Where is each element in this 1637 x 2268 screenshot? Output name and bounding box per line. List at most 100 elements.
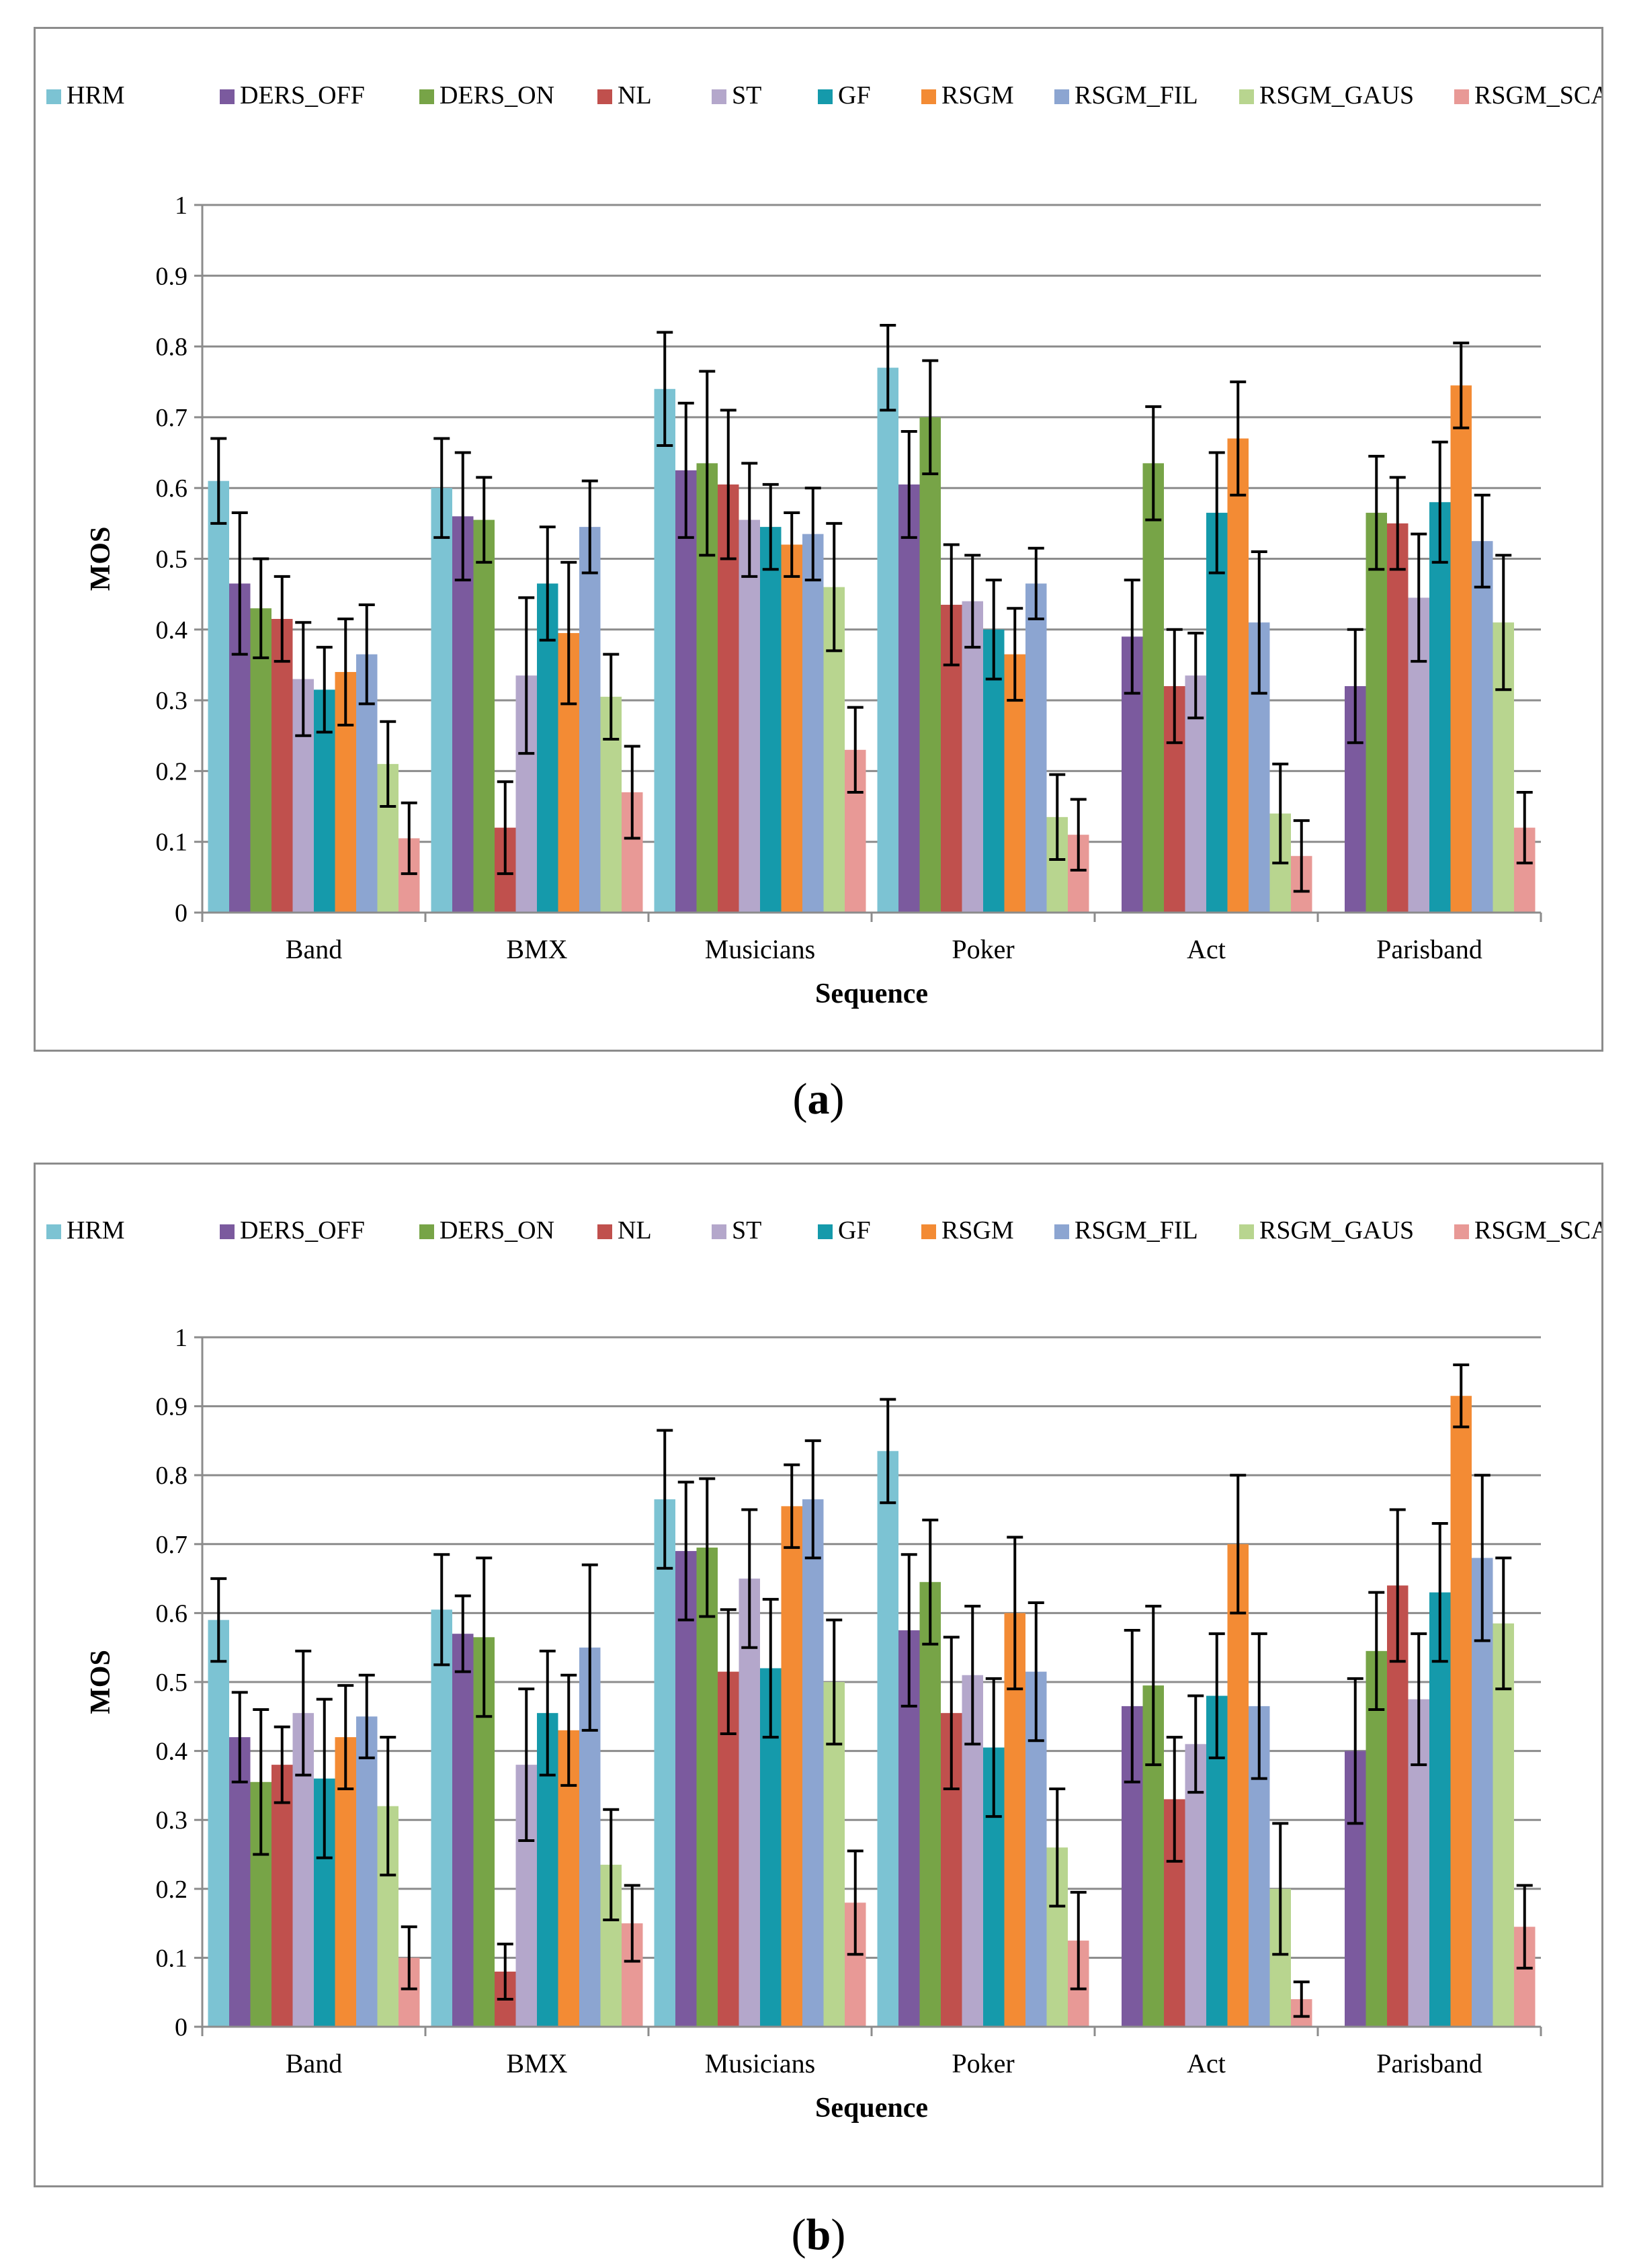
bar-ders-off-band	[229, 1737, 251, 2027]
error-bar-hrm-band	[210, 1577, 227, 1663]
error-bar-rsgm-musicians	[784, 511, 800, 578]
chart-svg-a: HRM DERS_OFF DERS_ON NL ST GF RSGM RSGM_FIL RSGM…	[46, 81, 1601, 1009]
bar-hrm-musicians	[654, 1499, 675, 2027]
y-tick-label: 0.9	[156, 262, 188, 290]
bar-rsgm-fil-musicians	[802, 1499, 824, 2027]
error-bar-rsgm-scan-act	[1293, 819, 1310, 893]
legend-label-rsgm-fil: RSGM_FIL	[1075, 81, 1198, 110]
bar-rsgm-fil-parisband	[1472, 541, 1493, 913]
x-tick-label-poker: Poker	[952, 934, 1014, 964]
y-tick-label: 0.5	[156, 546, 188, 574]
bar-gf-act	[1206, 513, 1228, 913]
error-bar-rsgm-fil-parisband	[1474, 1474, 1491, 1642]
error-bar-ders-off-parisband	[1347, 1677, 1363, 1825]
error-bar-rsgm-act	[1230, 1474, 1247, 1615]
error-bar-gf-band	[316, 646, 333, 734]
error-bar-rsgm-scan-bmx	[624, 745, 640, 840]
legend-swatch-rsgm-fil	[1054, 89, 1069, 104]
legend-label-nl: NL	[618, 1216, 652, 1245]
error-bar-ders-on-parisband	[1368, 454, 1385, 571]
error-bar-ders-on-band	[253, 1708, 269, 1856]
legend-swatch-rsgm-scan	[1454, 1224, 1469, 1239]
x-tick-label-bmx: BMX	[506, 934, 567, 964]
bar-gf-musicians	[760, 527, 782, 913]
error-bar-nl-act	[1166, 628, 1183, 745]
y-tick-label: 0.6	[156, 1599, 188, 1628]
legend-label-rsgm-gaus: RSGM_GAUS	[1259, 1216, 1414, 1245]
error-bar-st-act	[1187, 1694, 1204, 1794]
legend-label-rsgm-scan: RSGM_SCAN	[1474, 81, 1601, 110]
legend-label-ders-on: DERS_ON	[439, 1216, 554, 1245]
error-bar-rsgm-gaus-bmx	[603, 1808, 620, 1921]
error-bar-nl-bmx	[497, 1942, 513, 2001]
error-bar-st-band	[295, 1649, 312, 1777]
legend-label-gf: GF	[838, 1216, 871, 1245]
legend-swatch-gf	[818, 1224, 833, 1239]
error-bar-gf-musicians	[762, 482, 779, 571]
legend-swatch-nl	[597, 89, 612, 104]
y-tick-label: 0.2	[156, 757, 188, 786]
bar-rsgm-parisband	[1450, 1396, 1472, 2027]
legend-swatch-hrm	[46, 1224, 61, 1239]
y-tick-label: 1	[175, 192, 187, 220]
error-bar-hrm-musicians	[657, 331, 673, 448]
y-axis-title: MOS	[85, 1650, 116, 1714]
bar-rsgm-parisband	[1450, 385, 1472, 913]
error-bar-rsgm-band	[337, 1684, 354, 1791]
bar-hrm-bmx	[431, 1609, 452, 2027]
error-bar-ders-on-musicians	[699, 370, 716, 557]
error-bar-rsgm-fil-musicians	[804, 1439, 821, 1560]
bars	[208, 368, 1536, 913]
axes	[201, 205, 1542, 922]
error-bar-gf-parisband	[1431, 1522, 1448, 1663]
error-bar-hrm-bmx	[433, 1553, 450, 1667]
y-axis-title: MOS	[85, 527, 116, 591]
x-tick-label-parisband: Parisband	[1376, 2048, 1482, 2078]
bar-rsgm-musicians	[781, 1506, 802, 2027]
error-bar-ders-off-bmx	[454, 451, 471, 582]
y-tick-label: 0.6	[156, 474, 188, 503]
y-tick-label: 0	[175, 899, 187, 927]
x-tick-label-musicians: Musicians	[705, 934, 815, 964]
legend-label-rsgm: RSGM	[941, 81, 1014, 110]
error-bar-st-musicians	[741, 462, 758, 578]
caption-a: (a)	[792, 1075, 845, 1124]
error-bar-st-parisband	[1411, 532, 1427, 663]
x-tick-label-parisband: Parisband	[1376, 934, 1482, 964]
bar-rsgm-fil-musicians	[802, 534, 824, 913]
error-bar-rsgm-bmx	[560, 1673, 577, 1787]
error-bar-rsgm-fil-act	[1251, 550, 1267, 695]
error-bar-nl-poker	[943, 1636, 960, 1791]
x-tick-label-act: Act	[1187, 934, 1226, 964]
error-bar-nl-musicians	[720, 1608, 737, 1735]
error-bar-ders-off-band	[231, 1691, 248, 1783]
bars	[208, 1396, 1536, 2027]
error-bar-rsgm-scan-band	[401, 801, 417, 876]
legend-label-st: ST	[732, 1216, 761, 1245]
error-bar-st-poker	[964, 1605, 981, 1746]
y-tick-label: 0.2	[156, 1876, 188, 1904]
legend-swatch-ders-off	[220, 89, 235, 104]
error-bar-st-musicians	[741, 1508, 758, 1649]
error-bar-nl-poker	[943, 543, 960, 667]
legend-label-ders-off: DERS_OFF	[240, 81, 365, 110]
error-bar-rsgm-gaus-band	[380, 1736, 396, 1877]
y-tick-label: 0.1	[156, 1944, 188, 1972]
error-bar-rsgm-scan-act	[1293, 1980, 1310, 2018]
bar-nl-band	[271, 619, 293, 913]
legend-label-ders-off: DERS_OFF	[240, 1216, 365, 1245]
error-bar-rsgm-poker	[1007, 607, 1023, 702]
legend-label-rsgm-scan: RSGM_SCAN	[1474, 1216, 1601, 1245]
legend-label-gf: GF	[838, 81, 871, 110]
error-bar-rsgm-fil-act	[1251, 1632, 1267, 1780]
bar-gf-parisband	[1429, 1592, 1451, 2027]
error-bar-ders-off-band	[231, 511, 248, 656]
gridlines	[194, 204, 1541, 914]
x-tick-label-musicians: Musicians	[705, 2048, 815, 2078]
error-bar-gf-poker	[985, 1677, 1002, 1818]
legend: HRM DERS_OFF DERS_ON NL ST GF RSGM RSGM_FIL RSGM…	[46, 81, 1601, 110]
y-tick-label: 0.9	[156, 1393, 188, 1421]
caption-b: (b)	[791, 2210, 846, 2259]
error-bar-st-bmx	[518, 1687, 535, 1842]
bar-nl-parisband	[1387, 523, 1409, 913]
